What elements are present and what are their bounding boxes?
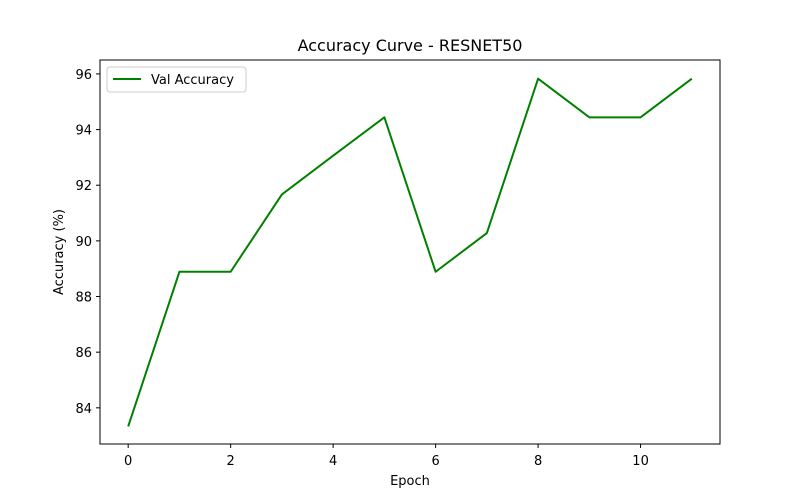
x-tick-label: 4 xyxy=(329,454,337,469)
legend-label: Val Accuracy xyxy=(151,73,234,88)
plot-area xyxy=(100,60,720,444)
y-tick-label: 92 xyxy=(75,179,92,194)
series-layer xyxy=(127,77,693,427)
x-axis-label: Epoch xyxy=(390,474,430,489)
legend: Val Accuracy xyxy=(106,66,247,93)
y-axis-ticks: 84 86 88 90 92 94 96 xyxy=(75,68,100,417)
x-tick-label: 2 xyxy=(227,454,235,469)
series-line xyxy=(127,77,693,427)
x-tick-label: 0 xyxy=(124,454,132,469)
y-axis-label: Accuracy (%) xyxy=(52,209,67,295)
y-tick-label: 88 xyxy=(75,291,92,306)
y-tick-label: 96 xyxy=(75,68,92,83)
y-tick-label: 84 xyxy=(75,402,92,417)
x-tick-label: 10 xyxy=(632,454,649,469)
x-tick-label: 6 xyxy=(431,454,439,469)
y-tick-label: 90 xyxy=(75,235,92,250)
legend-box xyxy=(106,66,247,93)
x-axis-ticks: 0 2 4 6 8 10 xyxy=(124,444,649,469)
x-tick-label: 8 xyxy=(534,454,542,469)
plot-frame xyxy=(99,59,721,445)
y-tick-label: 86 xyxy=(75,346,92,361)
chart-title: Accuracy Curve - RESNET50 xyxy=(298,36,523,55)
y-tick-label: 94 xyxy=(75,124,92,139)
